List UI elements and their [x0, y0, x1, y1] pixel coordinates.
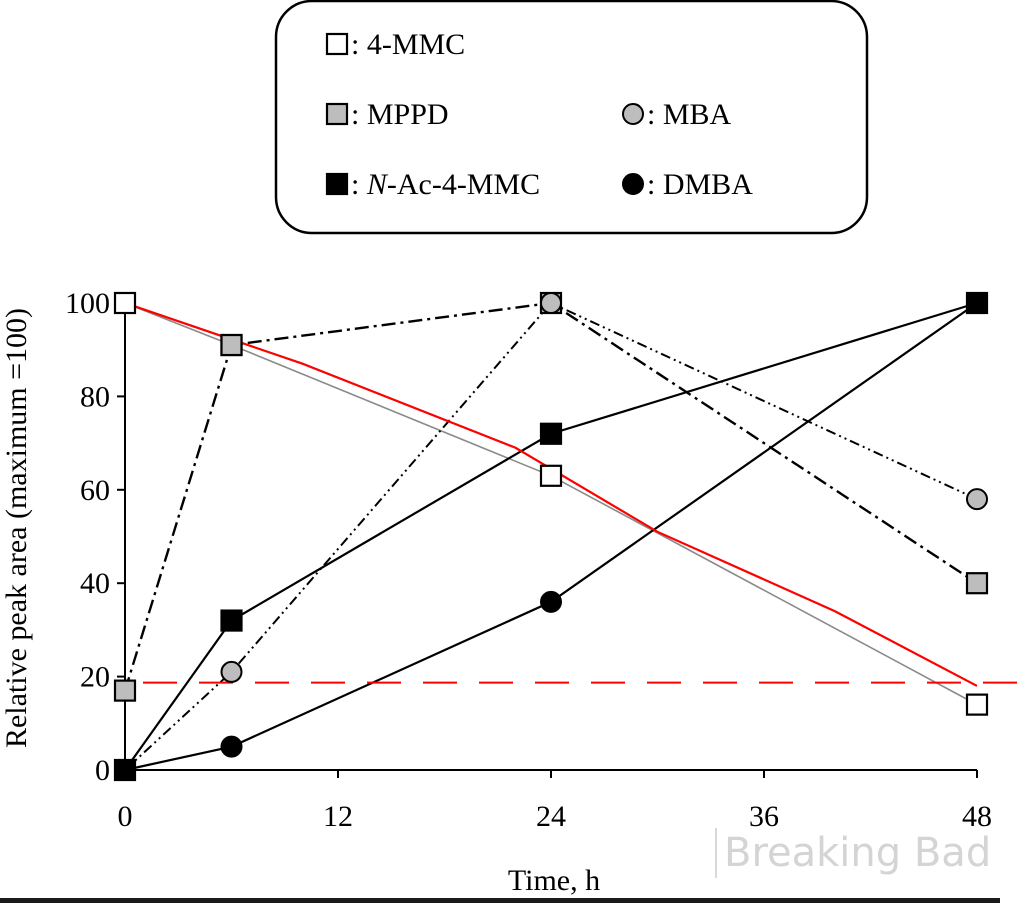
- y-tick-label: 60: [80, 474, 110, 507]
- legend-marker-mba: [622, 103, 644, 125]
- series-line-4-mmc: [124, 302, 978, 706]
- marker-mba: [220, 660, 243, 683]
- legend-item-4-mmc: : 4-MMC: [325, 28, 465, 61]
- marker-n-ac-4-mmc: [539, 422, 563, 445]
- marker-4-mmc: [965, 693, 989, 716]
- legend-item-dmba: : DMBA: [622, 168, 753, 201]
- marker-dmba: [966, 292, 988, 314]
- x-tick-label: 48: [962, 800, 992, 833]
- legend-label-4-mmc: : 4-MMC: [351, 28, 465, 61]
- legend: : 4-MMC : MPPD : MBA : N-Ac-4-MMC : DMBA: [274, 0, 869, 235]
- legend-label-n-ac-4-mmc: : N-Ac-4-MMC: [351, 168, 540, 201]
- y-tick-label: 80: [80, 380, 110, 413]
- watermark-text: Breaking Bad: [724, 830, 991, 876]
- legend-label-mba: : MBA: [647, 98, 732, 131]
- legend-marker-mppd: [325, 102, 349, 126]
- marker-mba: [540, 292, 562, 314]
- marker-4-mmc: [539, 464, 563, 487]
- series-line-dmba: [124, 302, 978, 772]
- x-tick-label: 36: [749, 800, 779, 833]
- legend-item-n-ac-4-mmc: : N-Ac-4-MMC: [325, 168, 540, 201]
- x-tick-label: 12: [323, 800, 353, 833]
- legend-marker-dmba: [622, 173, 644, 195]
- marker-n-ac-4-mmc: [220, 609, 243, 632]
- marker-mppd: [220, 333, 243, 357]
- marker-mppd: [965, 572, 989, 595]
- x-tick-label: 0: [118, 800, 133, 833]
- y-tick-label: 0: [95, 754, 110, 787]
- series-line-mppd: [123, 301, 978, 691]
- marker-dmba: [220, 735, 243, 758]
- series-line-mba: [124, 301, 978, 771]
- y-axis-label: Relative peak area (maximum =100): [0, 308, 33, 748]
- legend-item-mba: : MBA: [622, 98, 732, 131]
- marker-mppd: [113, 679, 137, 702]
- red-trend-line: [124, 301, 978, 687]
- y-tick-label: 20: [80, 661, 110, 694]
- marker-4-mmc: [113, 291, 137, 315]
- legend-label-mppd: : MPPD: [351, 98, 449, 131]
- legend-label-dmba: : DMBA: [647, 168, 753, 201]
- marker-dmba: [540, 590, 562, 613]
- series-line-n-ac-4-mmc: [124, 301, 978, 771]
- x-axis-label: Time, h: [508, 864, 600, 897]
- legend-frame: [274, 0, 869, 235]
- y-tick-label: 100: [65, 287, 110, 320]
- y-tick-label: 40: [80, 567, 110, 600]
- x-tick-label: 24: [536, 800, 566, 833]
- axes: 0 12 24 36 48 0 20 40 60 80 100: [65, 287, 992, 833]
- legend-marker-4-mmc: [325, 32, 349, 56]
- bottom-strip: [0, 898, 1000, 903]
- legend-marker-n-ac-4-mmc: [325, 172, 349, 196]
- legend-item-mppd: : MPPD: [325, 98, 449, 131]
- marker-dmba: [114, 759, 136, 781]
- marker-mba: [966, 488, 988, 511]
